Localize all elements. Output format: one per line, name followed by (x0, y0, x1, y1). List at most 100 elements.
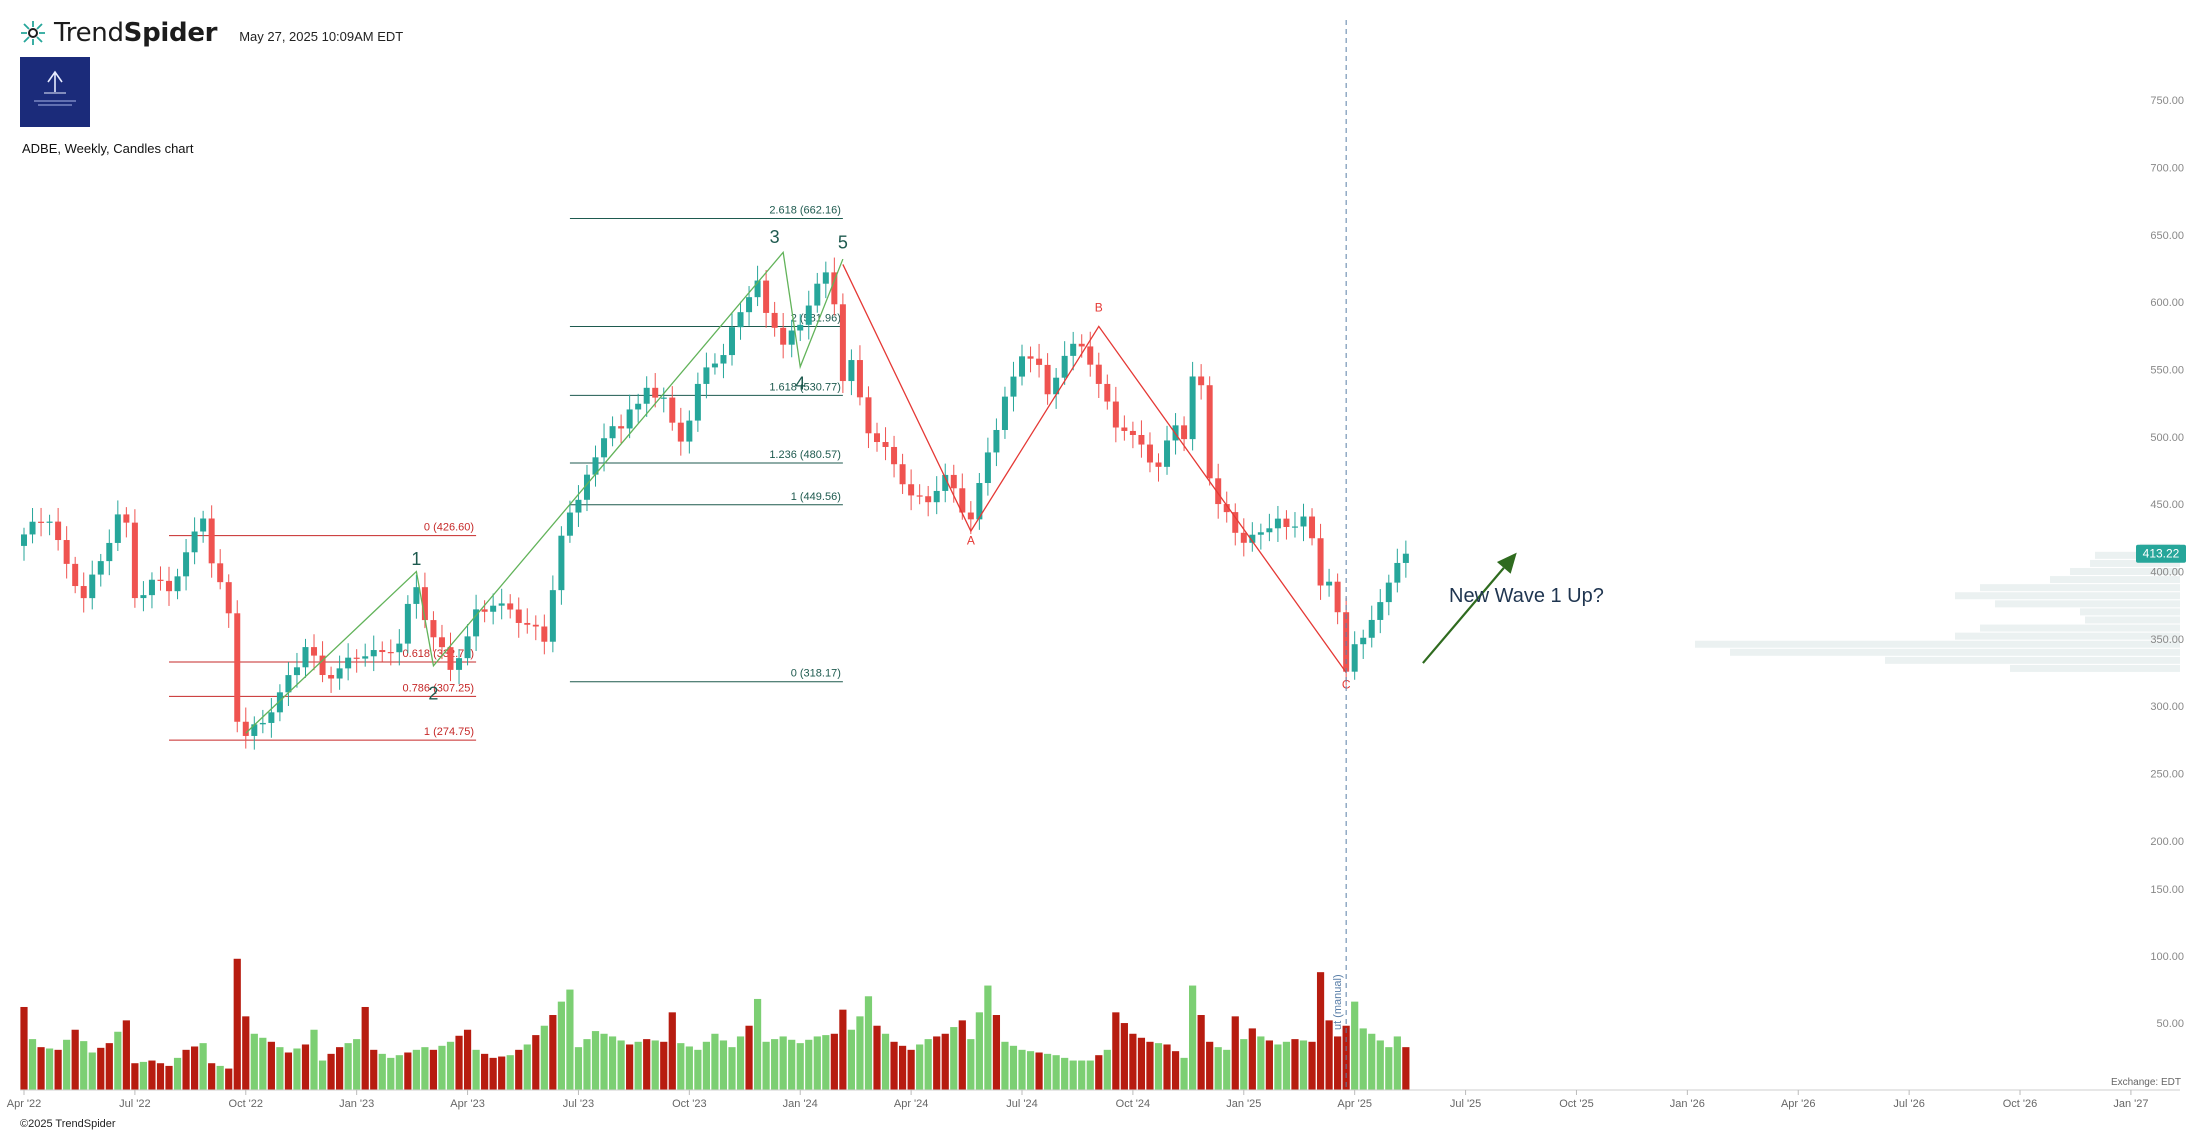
volume-bar (293, 1048, 301, 1090)
candle-body (993, 429, 1000, 453)
candle-body (831, 272, 838, 305)
volume-bar (97, 1047, 105, 1090)
candle-body (1189, 376, 1196, 440)
last-price-tag (2136, 544, 2186, 563)
x-tick-label: Oct '22 (229, 1098, 264, 1110)
volume-bar (677, 1043, 685, 1090)
x-tick-label: Apr '26 (1781, 1098, 1816, 1110)
candle-body (788, 330, 795, 345)
candle-body (114, 514, 121, 543)
candle-body (498, 603, 505, 606)
volume-bar (370, 1049, 378, 1090)
volume-bar (1180, 1057, 1188, 1090)
volume-bar (608, 1036, 617, 1090)
volume-bar (779, 1036, 787, 1090)
candle-body (763, 280, 770, 313)
volume-bar (1069, 1060, 1077, 1090)
timestamp: May 27, 2025 10:09AM EDT (239, 28, 404, 44)
volume-bar (242, 1016, 250, 1090)
x-tick-label: Oct '25 (1559, 1098, 1594, 1110)
volume-bar (813, 1036, 821, 1090)
candle-body (626, 409, 633, 429)
volume-bar (1393, 1036, 1401, 1090)
volume-bar (1368, 1033, 1376, 1090)
volume-bar (950, 1027, 958, 1090)
volume-bar (1240, 1039, 1248, 1090)
volume-bar (1129, 1033, 1137, 1090)
volume-bar (1248, 1028, 1256, 1090)
volume-bar (63, 1039, 71, 1090)
candle-body (259, 722, 266, 725)
volume-bar (830, 1033, 838, 1090)
candle-body (302, 647, 309, 668)
volume-bar (856, 1016, 864, 1090)
candle-body (208, 518, 215, 564)
candle-body (1019, 356, 1026, 377)
volume-bar (344, 1043, 352, 1090)
volume-bar (395, 1055, 403, 1090)
candle-body (276, 692, 283, 713)
volume-bar (916, 1044, 924, 1090)
volume-bar (208, 1063, 216, 1090)
candle-body (1036, 358, 1043, 365)
corrective-wave-label: C (1342, 678, 1351, 692)
candle-body (1317, 538, 1324, 586)
x-tick-label: Oct '24 (1116, 1098, 1151, 1110)
volume-bar (839, 1009, 847, 1090)
volume-bar (421, 1047, 429, 1090)
candle-body (703, 367, 710, 384)
impulse-wave-label: 3 (770, 227, 780, 247)
candle-body (660, 397, 667, 399)
candle-body (421, 587, 428, 621)
x-tick-label: Jan '27 (2113, 1098, 2148, 1110)
y-tick-label: 400.00 (2150, 567, 2184, 579)
candle-body (754, 280, 761, 298)
volume-bar (318, 1060, 327, 1090)
candle-body (1368, 619, 1375, 638)
impulse-wave-label: 2 (428, 683, 438, 703)
candle-body (558, 535, 565, 591)
candle-body (618, 426, 625, 429)
volume-bar (1197, 1015, 1205, 1090)
volume-bar (54, 1049, 62, 1090)
candle-body (1027, 356, 1034, 359)
volume-bar (498, 1056, 506, 1090)
candle-body (1206, 385, 1213, 479)
volume-profile (1695, 543, 2180, 672)
candle-body (592, 457, 599, 475)
volume-bar (191, 1046, 199, 1090)
candle-body (797, 324, 804, 331)
candle-body (583, 474, 590, 500)
arrow-shaft (1422, 567, 1505, 664)
candle-body (1087, 346, 1094, 365)
candle-body (771, 312, 778, 328)
volume-profile-bar (2080, 608, 2180, 616)
candle-body (720, 355, 727, 364)
candle-body (874, 433, 880, 443)
volume-bar (711, 1033, 719, 1090)
candle-body (473, 609, 480, 637)
corrective-wave-label: B (1095, 301, 1103, 315)
volume-bar (455, 1035, 463, 1090)
candle-body (737, 312, 744, 328)
candle-body (430, 620, 437, 638)
y-tick-label: 500.00 (2150, 432, 2184, 444)
candle-body (336, 668, 343, 679)
candle-body (89, 574, 96, 599)
x-tick-label: Apr '25 (1337, 1098, 1372, 1110)
volume-bar (822, 1035, 830, 1090)
candle-body (839, 304, 846, 382)
volume-bar (1018, 1049, 1026, 1090)
fib-level-label: 0 (426.60) (424, 522, 474, 534)
candle-body (959, 488, 966, 513)
volume-profile-bar (1730, 648, 2180, 656)
volume-bar (327, 1053, 335, 1090)
volume-bar (404, 1052, 412, 1090)
volume-bar (626, 1044, 634, 1090)
volume-bar (898, 1045, 907, 1090)
candle-body (285, 675, 292, 693)
y-tick-label: 600.00 (2150, 297, 2184, 309)
volume-bar (310, 1029, 318, 1090)
candle-body (200, 518, 207, 532)
